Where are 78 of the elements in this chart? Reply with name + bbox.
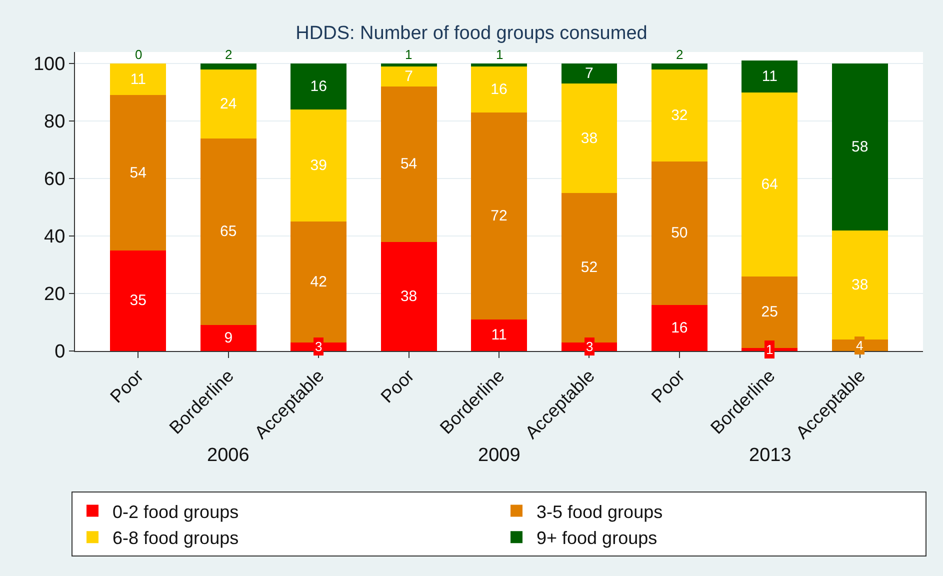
data-label: 39 <box>310 157 327 174</box>
data-label: 38 <box>400 288 418 305</box>
bar <box>471 66 527 112</box>
bar <box>290 64 347 110</box>
y-tick-label: 40 <box>44 226 66 248</box>
text: 2009 <box>478 445 520 466</box>
bar <box>200 64 256 70</box>
bar <box>561 192 618 342</box>
data-label: 7 <box>585 65 594 82</box>
data-label: 58 <box>852 138 868 156</box>
bar <box>200 138 256 326</box>
data-label: 32 <box>671 106 688 124</box>
legend-label: 0-2 food groups <box>112 502 239 522</box>
data-label: 2 <box>225 47 232 62</box>
bar <box>742 60 798 92</box>
data-label: 11 <box>491 326 507 344</box>
bar <box>471 319 527 351</box>
bar <box>380 64 437 66</box>
chart-title: HDDS: Number of food groups consumed <box>296 23 648 44</box>
bar <box>471 112 527 320</box>
data-label: 1 <box>405 47 412 62</box>
y-tick-label: 20 <box>44 284 66 306</box>
data-label: 2 <box>676 47 684 62</box>
data-label: 35 <box>130 292 146 310</box>
data-label: 50 <box>671 224 688 242</box>
y-tick-label: 80 <box>44 112 66 133</box>
bar <box>290 222 347 342</box>
data-label: 9 <box>224 330 233 347</box>
data-label: 4 <box>856 338 864 353</box>
bar <box>832 64 888 230</box>
data-label: 54 <box>400 156 418 173</box>
y-tick-label: 0 <box>54 342 66 363</box>
data-label: 16 <box>671 320 688 336</box>
bar <box>200 69 256 138</box>
bar <box>471 64 527 66</box>
y-tick-label: 60 <box>44 169 66 190</box>
data-label: 72 <box>490 207 508 224</box>
bar <box>651 305 708 351</box>
data-label: 7 <box>404 68 413 85</box>
data-label: 0 <box>135 47 142 62</box>
bar <box>561 64 618 84</box>
bar <box>110 95 166 250</box>
data-label: 1 <box>766 342 774 357</box>
bar <box>110 250 166 351</box>
bar <box>110 64 166 96</box>
bar <box>832 230 888 340</box>
data-label: 11 <box>130 70 146 88</box>
data-label: 42 <box>310 274 327 291</box>
data-label: 3 <box>315 339 322 354</box>
bar <box>380 66 437 86</box>
data-label: 16 <box>490 80 508 98</box>
data-label: 65 <box>220 223 237 240</box>
text: 2006 <box>207 445 250 466</box>
data-label: 16 <box>310 78 327 95</box>
data-label: 54 <box>130 164 146 182</box>
bar <box>200 325 256 351</box>
legend-label: 3-5 food groups <box>536 502 663 522</box>
bar <box>380 242 437 351</box>
data-label: 38 <box>852 276 868 294</box>
y-tick-label: 100 <box>33 54 66 76</box>
bar <box>290 110 347 222</box>
data-label: 38 <box>580 130 598 147</box>
legend-label: 6-8 food groups <box>112 528 239 548</box>
data-label: 3 <box>586 339 594 354</box>
data-label: 11 <box>762 68 778 85</box>
data-label: 64 <box>761 176 778 193</box>
bar <box>651 69 708 162</box>
legend-label: 9+ food groups <box>536 528 658 548</box>
data-label: 24 <box>220 95 237 112</box>
data-label: 25 <box>761 304 778 321</box>
bar <box>561 84 618 193</box>
bar <box>742 92 798 276</box>
bar <box>380 86 437 242</box>
bar <box>651 64 708 70</box>
bar <box>651 161 708 305</box>
text: 2013 <box>749 445 792 466</box>
data-label: 1 <box>496 47 504 62</box>
data-label: 52 <box>580 259 598 276</box>
